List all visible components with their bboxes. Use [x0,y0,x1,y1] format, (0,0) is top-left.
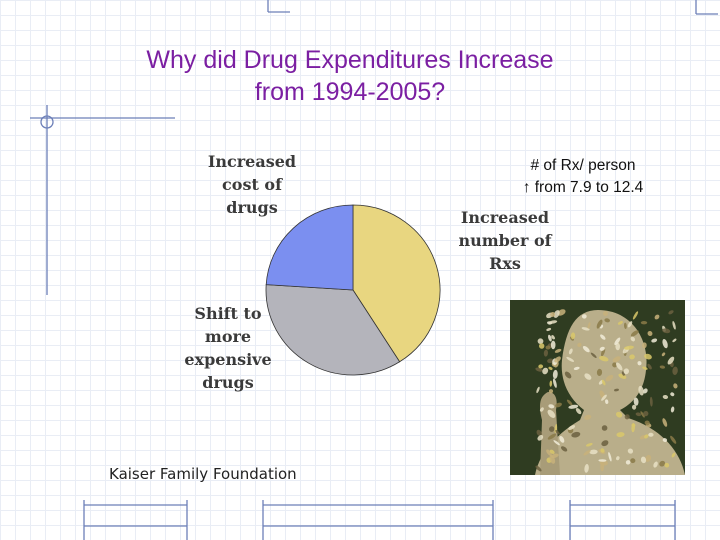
label-line: cost of [222,175,282,194]
title-line-1: Why did Drug Expenditures Increase [146,46,554,74]
label-line: Increased [207,152,297,171]
pie-slice-1 [265,284,401,376]
pill-figure-illustration [510,300,685,475]
label-increased-number: Increased number of Rxs [450,206,560,275]
rx-per-person-note: # of Rx/ person ↑ from 7.9 to 12.4 [488,155,678,199]
source-credit: Kaiser Family Foundation [109,465,297,483]
note-line-1: # of Rx/ person [530,157,636,174]
label-increased-cost: Increased cost of drugs [202,150,302,219]
slide-title: Why did Drug Expenditures Increase from … [100,44,600,108]
title-line-2: from 1994-2005? [254,78,446,106]
label-line: Increased [460,208,550,227]
up-arrow-icon: ↑ [522,179,531,196]
label-line: number of [458,231,552,250]
label-line: drugs [226,198,278,217]
label-line: more [204,327,252,346]
note-change: from 7.9 to 12.4 [530,179,644,196]
pie-slice-2 [265,204,354,291]
label-line: expensive [184,350,272,369]
label-line: Shift to [194,304,262,323]
label-shift-expensive: Shift to more expensive drugs [178,302,278,394]
pie-slice-0 [352,204,441,363]
note-line-2: ↑ from 7.9 to 12.4 [488,177,678,199]
label-line: drugs [202,373,254,392]
label-line: Rxs [489,254,521,273]
